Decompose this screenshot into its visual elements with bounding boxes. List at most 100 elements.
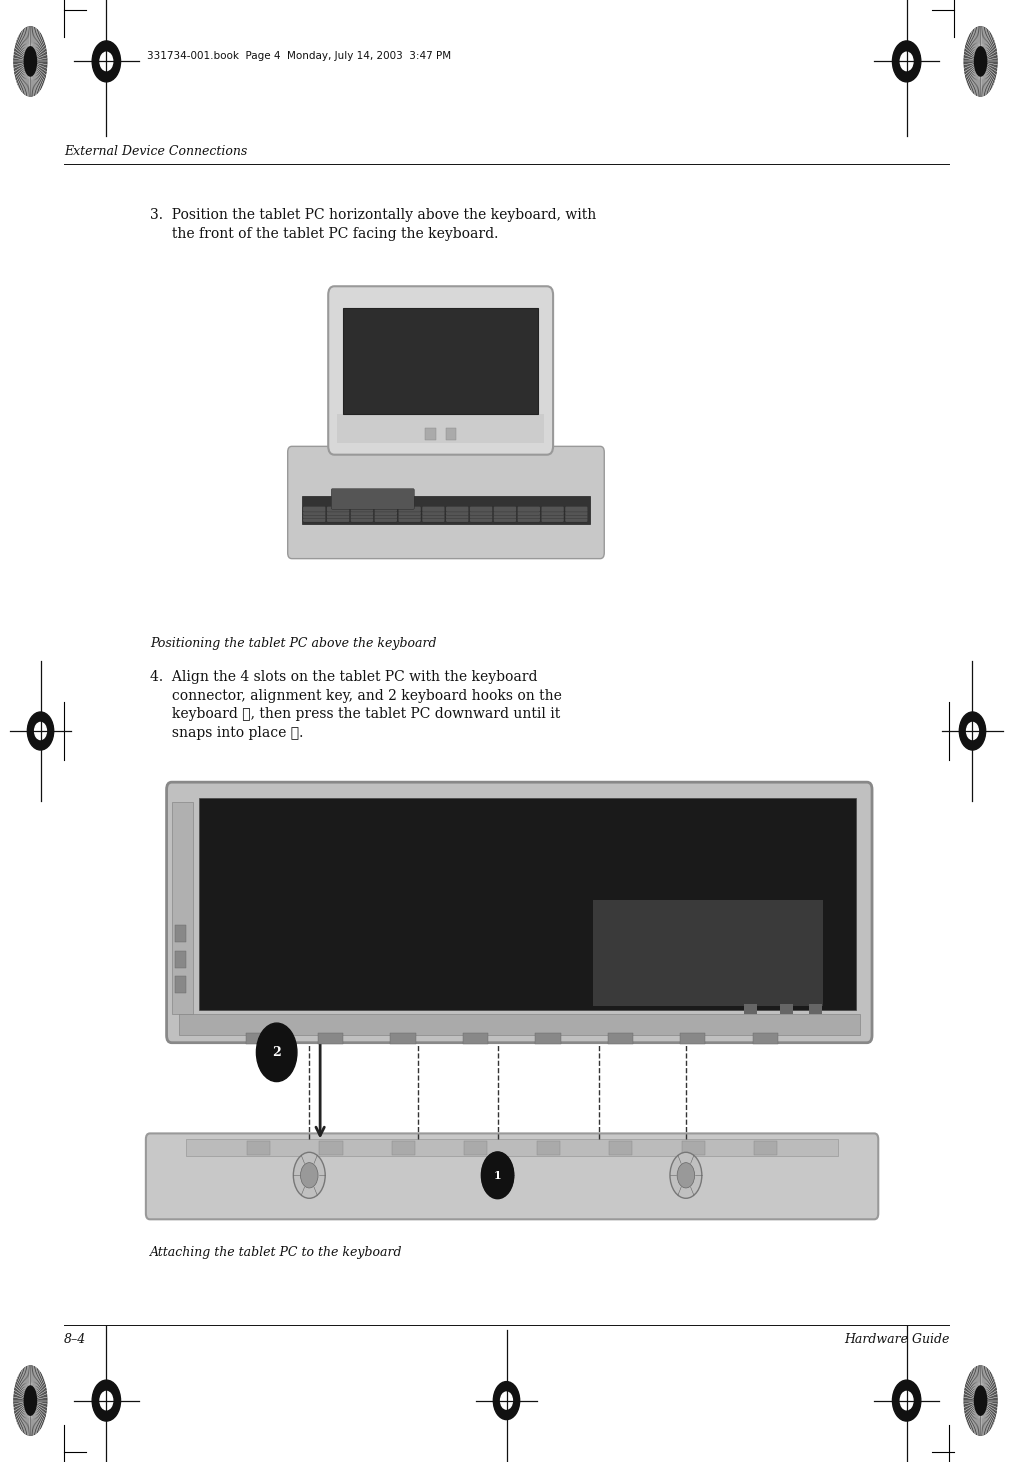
Bar	[682, 1140, 705, 1155]
FancyBboxPatch shape	[518, 510, 540, 515]
Ellipse shape	[973, 45, 988, 77]
FancyBboxPatch shape	[303, 506, 325, 512]
FancyBboxPatch shape	[541, 516, 564, 522]
Bar	[744, 1003, 757, 1015]
FancyBboxPatch shape	[422, 510, 445, 515]
Bar	[463, 1034, 488, 1044]
Bar	[247, 1140, 270, 1155]
Text: 8–4: 8–4	[64, 1333, 86, 1347]
Text: Positioning the tablet PC above the keyboard: Positioning the tablet PC above the keyb…	[150, 637, 437, 651]
Bar	[392, 1140, 415, 1155]
Bar	[608, 1034, 633, 1044]
FancyBboxPatch shape	[422, 516, 445, 522]
Bar	[171, 803, 193, 1015]
Circle shape	[670, 1152, 702, 1199]
FancyBboxPatch shape	[327, 510, 349, 515]
Circle shape	[92, 1380, 121, 1421]
Circle shape	[489, 1162, 506, 1189]
Ellipse shape	[973, 1386, 988, 1415]
Circle shape	[966, 722, 979, 740]
FancyBboxPatch shape	[594, 899, 824, 1006]
Circle shape	[100, 1392, 112, 1409]
Bar	[780, 1003, 793, 1015]
Bar	[174, 950, 186, 968]
FancyBboxPatch shape	[398, 513, 421, 519]
Circle shape	[481, 1152, 514, 1199]
FancyBboxPatch shape	[288, 446, 604, 558]
Circle shape	[256, 1023, 297, 1082]
Bar	[609, 1140, 632, 1155]
Text: External Device Connections: External Device Connections	[64, 145, 247, 158]
Text: Attaching the tablet PC to the keyboard: Attaching the tablet PC to the keyboard	[150, 1246, 402, 1259]
FancyBboxPatch shape	[541, 513, 564, 519]
FancyBboxPatch shape	[375, 506, 397, 512]
Circle shape	[481, 1152, 514, 1199]
Circle shape	[500, 1392, 513, 1409]
FancyBboxPatch shape	[565, 516, 588, 522]
Bar	[179, 1015, 860, 1035]
Ellipse shape	[13, 26, 47, 96]
FancyBboxPatch shape	[446, 516, 469, 522]
FancyBboxPatch shape	[565, 510, 588, 515]
Circle shape	[892, 1380, 921, 1421]
Bar	[680, 1034, 705, 1044]
Bar	[446, 428, 456, 440]
Text: 331734-001.book  Page 4  Monday, July 14, 2003  3:47 PM: 331734-001.book Page 4 Monday, July 14, …	[147, 51, 451, 60]
Circle shape	[27, 712, 54, 750]
FancyBboxPatch shape	[565, 506, 588, 512]
Circle shape	[677, 1162, 695, 1189]
Bar	[754, 1140, 777, 1155]
FancyBboxPatch shape	[375, 516, 397, 522]
FancyBboxPatch shape	[470, 510, 492, 515]
Bar	[245, 1034, 270, 1044]
FancyBboxPatch shape	[470, 516, 492, 522]
FancyBboxPatch shape	[302, 496, 590, 523]
FancyBboxPatch shape	[541, 506, 564, 512]
FancyBboxPatch shape	[350, 506, 374, 512]
FancyBboxPatch shape	[446, 510, 469, 515]
Circle shape	[493, 1382, 520, 1420]
FancyBboxPatch shape	[422, 513, 445, 519]
Bar	[390, 1034, 415, 1044]
FancyBboxPatch shape	[350, 513, 374, 519]
Text: 4.  Align the 4 slots on the tablet PC with the keyboard
     connector, alignme: 4. Align the 4 slots on the tablet PC wi…	[150, 670, 562, 740]
Circle shape	[901, 1392, 913, 1409]
FancyBboxPatch shape	[446, 506, 469, 512]
FancyBboxPatch shape	[398, 506, 421, 512]
Circle shape	[92, 41, 121, 82]
Bar	[535, 1034, 560, 1044]
Ellipse shape	[963, 1366, 997, 1436]
Ellipse shape	[23, 45, 37, 77]
FancyBboxPatch shape	[493, 510, 517, 515]
FancyBboxPatch shape	[493, 506, 517, 512]
FancyBboxPatch shape	[328, 287, 553, 455]
Bar	[186, 1139, 838, 1156]
FancyBboxPatch shape	[327, 516, 349, 522]
FancyBboxPatch shape	[303, 516, 325, 522]
FancyBboxPatch shape	[343, 307, 538, 414]
FancyBboxPatch shape	[398, 516, 421, 522]
Circle shape	[892, 41, 921, 82]
Circle shape	[100, 53, 112, 70]
Bar	[319, 1140, 342, 1155]
Bar	[174, 977, 186, 993]
Bar	[809, 1003, 823, 1015]
FancyBboxPatch shape	[350, 516, 374, 522]
FancyBboxPatch shape	[303, 510, 325, 515]
Bar	[174, 925, 186, 942]
Ellipse shape	[963, 26, 997, 96]
Ellipse shape	[23, 1386, 37, 1415]
FancyBboxPatch shape	[398, 510, 421, 515]
FancyBboxPatch shape	[327, 513, 349, 519]
Text: Hardware Guide: Hardware Guide	[844, 1333, 949, 1347]
Circle shape	[959, 712, 986, 750]
FancyBboxPatch shape	[350, 510, 374, 515]
FancyBboxPatch shape	[327, 506, 349, 512]
Circle shape	[301, 1162, 318, 1189]
FancyBboxPatch shape	[446, 513, 469, 519]
FancyBboxPatch shape	[541, 510, 564, 515]
FancyBboxPatch shape	[493, 516, 517, 522]
FancyBboxPatch shape	[166, 782, 872, 1042]
FancyBboxPatch shape	[375, 510, 397, 515]
FancyBboxPatch shape	[200, 798, 856, 1010]
